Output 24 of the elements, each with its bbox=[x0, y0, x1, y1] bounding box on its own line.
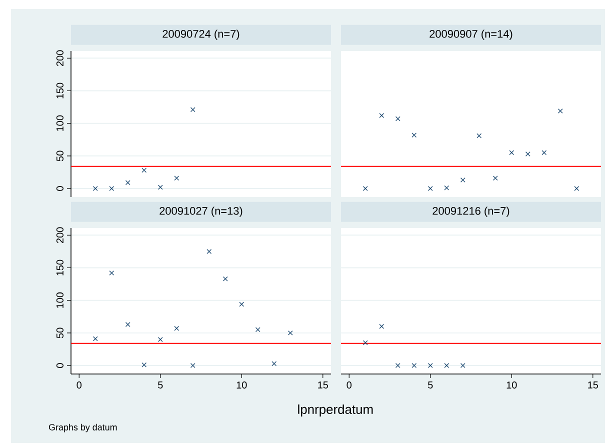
x-axis-title: lpnrperdatum bbox=[298, 404, 373, 417]
x-tick-label: 15 bbox=[318, 382, 328, 388]
text: Graphs by datum bbox=[48, 424, 117, 432]
x-tick-label: 10 bbox=[236, 382, 247, 389]
x-tick-label: 5 bbox=[158, 382, 163, 388]
y-tick-label: 50 bbox=[56, 328, 64, 338]
y-tick-label: 150 bbox=[56, 260, 64, 276]
y-tick-label: 100 bbox=[56, 115, 64, 131]
y-tick-label: 50 bbox=[56, 150, 64, 162]
y-tick-label: 100 bbox=[56, 292, 64, 308]
chart-title: 20090724 (n=7) bbox=[162, 30, 240, 40]
x-tick-label: 10 bbox=[506, 382, 517, 389]
x-tick-label: 15 bbox=[588, 382, 598, 388]
chart-title: 20091216 (n=7) bbox=[432, 206, 510, 217]
x-tick-label: 0 bbox=[76, 382, 82, 389]
y-tick-label: 0 bbox=[56, 363, 64, 368]
y-tick-label: 200 bbox=[56, 227, 64, 243]
y-tick-label: 0 bbox=[56, 186, 64, 191]
y-tick-label: 150 bbox=[56, 82, 64, 98]
y-tick-label: 200 bbox=[56, 50, 64, 66]
x-tick-label: 0 bbox=[346, 382, 352, 389]
chart-title: 20091027 (n=13) bbox=[160, 206, 242, 217]
x-tick-label: 5 bbox=[428, 382, 433, 388]
chart-title: 20090907 (n=14) bbox=[430, 30, 512, 40]
